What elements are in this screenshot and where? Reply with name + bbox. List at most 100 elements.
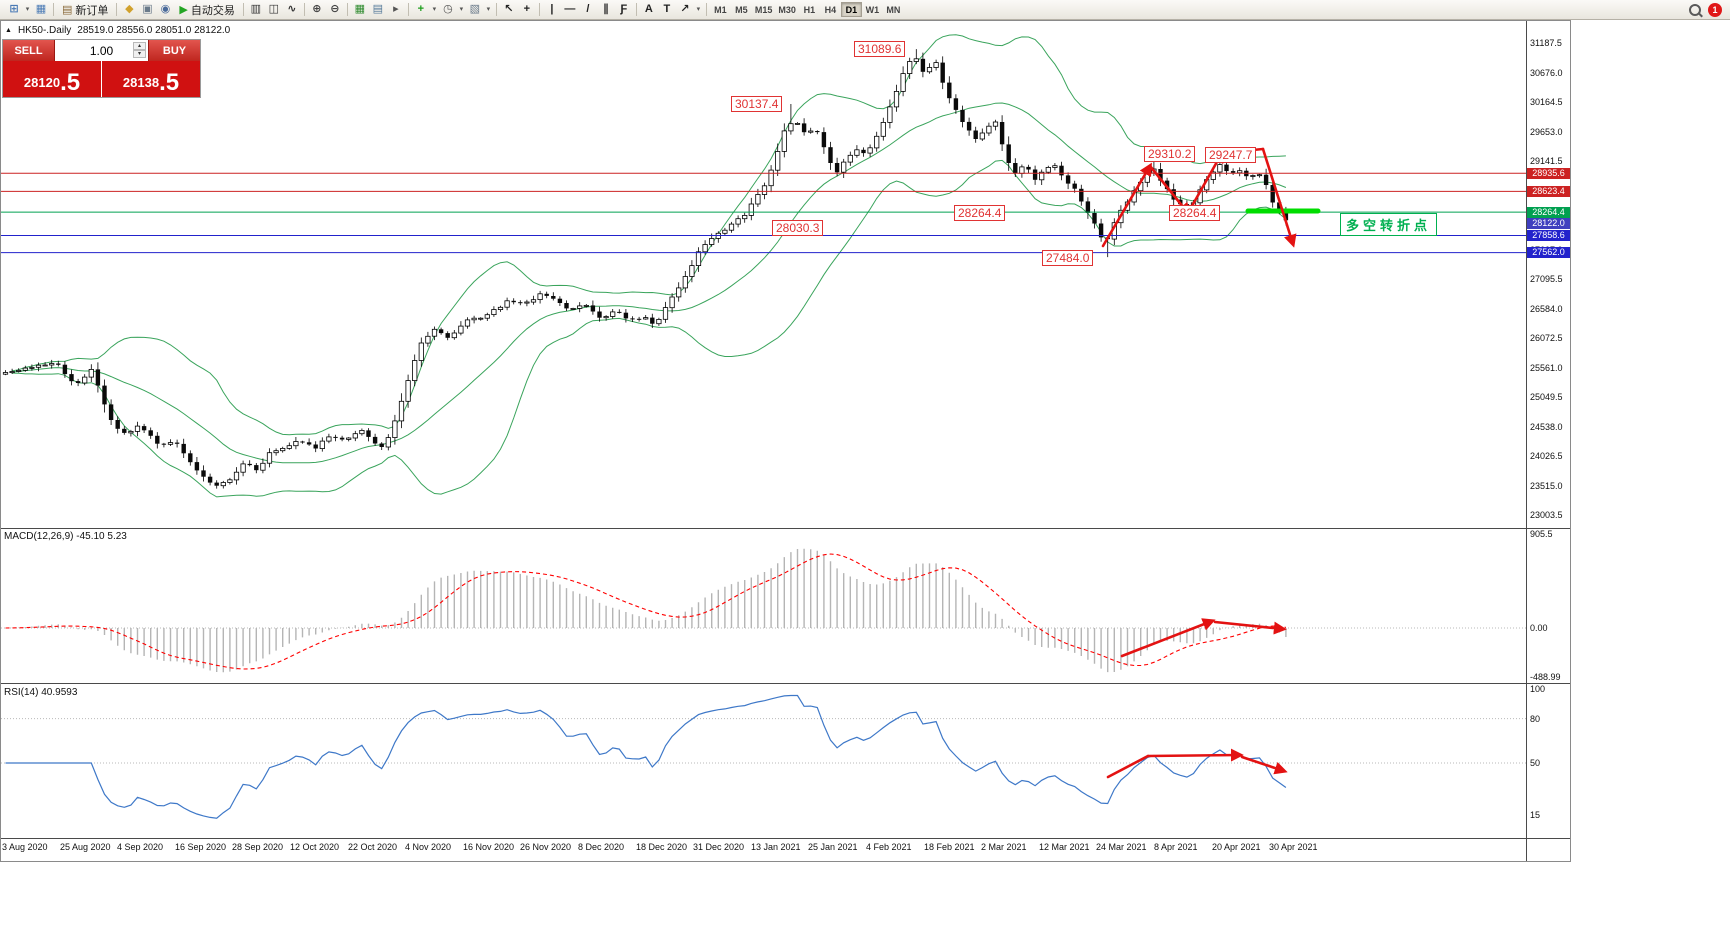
price-callout[interactable]: 31089.6 [854, 41, 906, 57]
panel-collapse-icon[interactable]: ▲ [5, 26, 12, 34]
trend-arrow[interactable] [1120, 618, 1216, 658]
price-axis-label: 26072.5 [1530, 333, 1563, 343]
price-axis-label: 30676.0 [1530, 68, 1563, 78]
timeframe-m15[interactable]: M15 [752, 2, 776, 17]
price-callout[interactable]: 28264.4 [1169, 205, 1221, 221]
trend-arrow[interactable] [1213, 620, 1287, 635]
toolbar-separator [346, 3, 348, 16]
cursor-icon[interactable]: ↖ [500, 1, 518, 18]
macd-histogram [11, 548, 1287, 673]
time-axis-label: 30 Apr 2021 [1269, 842, 1318, 852]
new-chart-dropdown-icon-glyph: ▾ [25, 6, 30, 13]
new-chart-dropdown-icon[interactable]: ▾ [23, 1, 32, 18]
auto-trading-button[interactable]: ▶ 自动交易 [174, 1, 239, 18]
timeframe-h4[interactable]: H4 [820, 2, 841, 17]
fibonacci-icon[interactable]: Ƒ [615, 1, 633, 18]
crosshair-icon[interactable]: + [518, 1, 536, 18]
text-label-icon[interactable]: T [658, 1, 676, 18]
time-axis-label: 20 Apr 2021 [1212, 842, 1261, 852]
price-callout[interactable]: 30137.4 [731, 96, 783, 112]
bars-chart-icon[interactable]: ▥ [247, 1, 265, 18]
vertical-line-icon[interactable]: | [543, 1, 561, 18]
turning-point-annotation[interactable]: 多空转折点 [1340, 213, 1438, 236]
price-line-tag: 28623.4 [1527, 186, 1570, 197]
time-axis-label: 12 Mar 2021 [1039, 842, 1090, 852]
history-center-icon[interactable]: ◉ [156, 1, 174, 18]
indicators-icon-glyph: + [417, 3, 425, 15]
trend-arrow[interactable] [1101, 162, 1152, 248]
new-chart-icon[interactable]: ⊞ [5, 1, 23, 18]
timeframe-w1[interactable]: W1 [862, 2, 883, 17]
rsi-scale-label: 100 [1530, 684, 1546, 694]
buy-button[interactable]: BUY [148, 40, 200, 61]
channel-icon[interactable]: ∥ [597, 1, 615, 18]
auto-trading-icon: ▶ [179, 4, 188, 16]
price-axis-label: 29653.0 [1530, 127, 1563, 137]
timeframe-d1[interactable]: D1 [840, 2, 862, 17]
chart-shift-icon[interactable]: ▸ [387, 1, 405, 18]
text-icon[interactable]: A [640, 1, 658, 18]
buy-price-display[interactable]: 28138.5 [102, 61, 200, 97]
periods-icon[interactable]: ◷ [439, 1, 457, 18]
chart-shift-icon-glyph: ▸ [393, 3, 399, 15]
templates-dropdown-icon[interactable]: ▾ [484, 1, 493, 18]
indicators-dropdown-icon[interactable]: ▾ [430, 1, 439, 18]
sell-price-display[interactable]: 28120.5 [3, 61, 101, 97]
trend-arrow[interactable] [1186, 149, 1224, 215]
periods-dropdown-icon[interactable]: ▾ [457, 1, 466, 18]
volume-value: 1.00 [89, 43, 114, 58]
new-order-button[interactable]: ▤ 新订单 [57, 1, 113, 18]
trend-arrow[interactable] [1106, 754, 1150, 779]
auto-arrange-icon[interactable]: ▤ [369, 1, 387, 18]
zoom-out-icon[interactable]: ⊖ [326, 1, 344, 18]
price-line-tag: 27562.0 [1527, 247, 1570, 258]
trend-arrow[interactable] [1261, 147, 1297, 248]
line-chart-icon[interactable]: ∿ [283, 1, 301, 18]
trend-arrow[interactable] [1146, 748, 1244, 762]
price-axis-label: 23003.5 [1530, 510, 1563, 520]
time-axis-label: 16 Sep 2020 [175, 842, 227, 852]
sell-button[interactable]: SELL [3, 40, 55, 61]
toolbar-separator [635, 3, 637, 16]
zoom-in-icon[interactable]: ⊕ [308, 1, 326, 18]
toolbar-separator [538, 3, 540, 16]
timeframe-m1[interactable]: M1 [710, 2, 731, 17]
script-icon[interactable]: ▣ [138, 1, 156, 18]
search-icon[interactable] [1689, 3, 1701, 16]
trend-arrow[interactable] [1240, 755, 1288, 775]
timeframe-mn[interactable]: MN [883, 2, 904, 17]
timeframe-m5[interactable]: M5 [731, 2, 752, 17]
profiles-icon[interactable]: ▦ [32, 1, 50, 18]
notification-badge[interactable]: 1 [1708, 2, 1722, 17]
price-axis-label: 25049.5 [1530, 392, 1563, 402]
metaeditor-icon[interactable]: ◆ [120, 1, 138, 18]
volume-field[interactable]: 1.00 ▴ ▾ [55, 40, 148, 61]
macd-signal-line [5, 553, 1286, 670]
price-axis-label: 27095.5 [1530, 274, 1563, 284]
price-callout[interactable]: 29310.2 [1144, 146, 1196, 162]
time-axis-label: 28 Sep 2020 [232, 842, 284, 852]
tile-windows-icon[interactable]: ▦ [351, 1, 369, 18]
trendline-icon[interactable]: / [579, 1, 597, 18]
shapes-dropdown-icon[interactable]: ▾ [694, 1, 703, 18]
timeframe-h1[interactable]: H1 [799, 2, 820, 17]
price-callout[interactable]: 29247.7 [1205, 147, 1257, 163]
candles-chart-icon[interactable]: ◫ [265, 1, 283, 18]
toolbar-separator [242, 3, 244, 16]
indicators-icon[interactable]: + [412, 1, 430, 18]
volume-down-button[interactable]: ▾ [133, 50, 146, 58]
price-callout[interactable]: 28030.3 [772, 220, 824, 236]
bollinger-lower-band [12, 159, 1287, 498]
bollinger-upper-band [12, 34, 1286, 436]
price-callout[interactable]: 28264.4 [954, 205, 1006, 221]
price-callout[interactable]: 27484.0 [1042, 250, 1094, 266]
text-label-icon-glyph: T [663, 3, 671, 15]
vertical-line-icon-glyph: | [550, 3, 554, 15]
timeframe-m30[interactable]: M30 [775, 2, 799, 17]
arrows-tool-icon[interactable]: ↗ [676, 1, 694, 18]
templates-icon[interactable]: ▧ [466, 1, 484, 18]
channel-icon-glyph: ∥ [603, 3, 609, 15]
volume-up-button[interactable]: ▴ [133, 42, 146, 50]
horizontal-line-icon[interactable]: — [561, 1, 579, 18]
